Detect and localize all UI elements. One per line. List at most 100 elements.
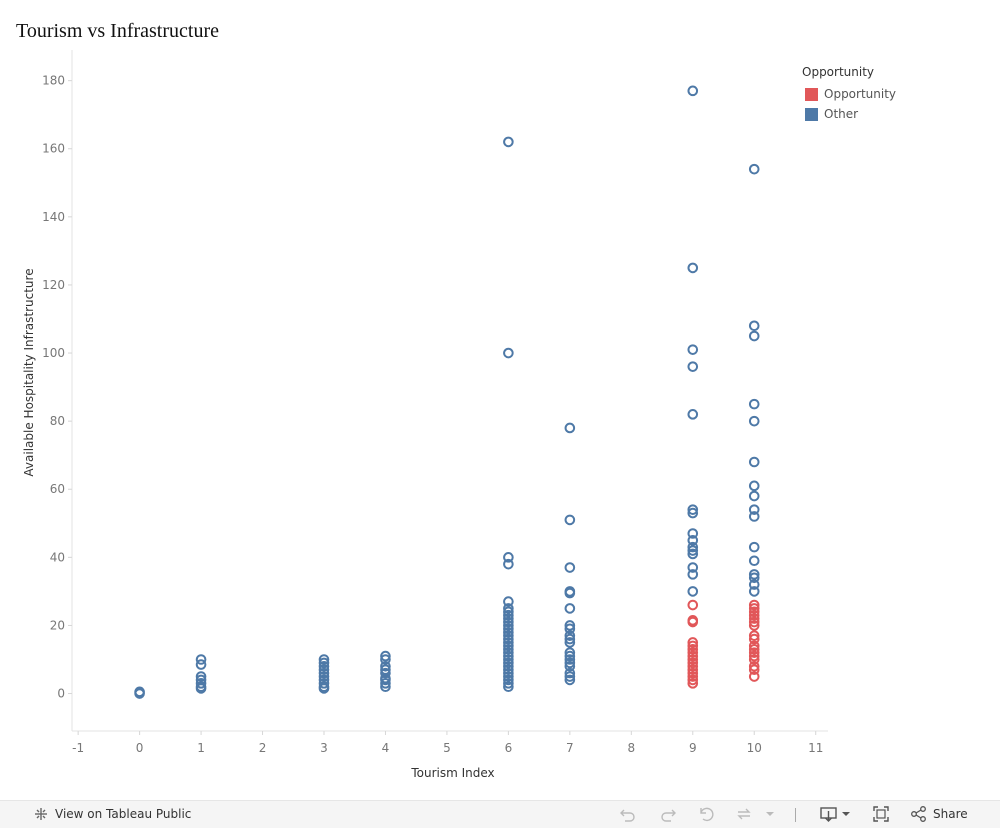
- point-other: [503, 606, 514, 618]
- point-opportunity: [687, 671, 699, 682]
- legend-swatch-opportunity: [805, 87, 818, 101]
- point-other: [564, 667, 576, 679]
- view-on-tableau-public-label: View on Tableau Public: [55, 807, 192, 821]
- point-other: [318, 664, 330, 676]
- x-tick-label: 3: [320, 741, 328, 755]
- toolbar-separator: [795, 808, 796, 822]
- point-other: [687, 344, 699, 355]
- point-other: [503, 667, 514, 679]
- point-opportunity: [687, 678, 699, 689]
- point-other: [195, 678, 207, 689]
- point-other: [503, 616, 514, 628]
- point-other: [503, 640, 514, 652]
- legend-item-other[interactable]: Other: [802, 104, 896, 124]
- legend-title: Opportunity: [802, 65, 875, 79]
- scatter-plot: 0 20 40 60 80 100 120 140 160 180 -1 0 1 2 3 4 5 6 7 8 9 10 11…: [22, 50, 828, 780]
- point-other: [503, 620, 514, 631]
- view-on-tableau-public-link[interactable]: View on Tableau Public: [33, 806, 191, 822]
- point-opportunity: [748, 630, 760, 641]
- point-other: [380, 661, 391, 672]
- point-other: [748, 330, 760, 342]
- point-other: [380, 678, 391, 689]
- y-tick-label: 120: [42, 278, 65, 292]
- point-other: [564, 650, 576, 662]
- point-other: [687, 528, 699, 539]
- point-other: [503, 647, 514, 658]
- point-other: [195, 671, 207, 682]
- point-other: [503, 609, 514, 621]
- y-tick-label: 40: [50, 550, 65, 564]
- y-tick-label: 160: [42, 142, 65, 156]
- point-other: [503, 633, 514, 645]
- point-other: [748, 586, 760, 597]
- point-opportunity: [687, 616, 699, 628]
- legend-item-opportunity[interactable]: Opportunity: [802, 84, 896, 104]
- point-opportunity: [748, 647, 760, 658]
- point-other: [503, 661, 514, 672]
- x-tick-label: -1: [72, 741, 84, 755]
- point-other: [318, 667, 330, 679]
- point-other: [687, 548, 699, 560]
- point-opportunity: [687, 674, 699, 686]
- point-other: [503, 623, 514, 635]
- point-other: [687, 586, 699, 597]
- point-other: [380, 667, 391, 679]
- point-other: [564, 647, 576, 658]
- undo-icon: [620, 809, 635, 822]
- point-opportunity: [687, 664, 699, 676]
- fullscreen-button[interactable]: [872, 806, 890, 822]
- share-label: Share: [933, 807, 968, 821]
- point-opportunity: [687, 637, 699, 648]
- download-button[interactable]: [820, 806, 852, 822]
- point-opportunity: [748, 650, 760, 662]
- revert-icon: [700, 807, 714, 822]
- undo-button[interactable]: [619, 806, 637, 822]
- point-other: [687, 535, 699, 546]
- download-icon: [820, 807, 850, 822]
- point-other: [503, 596, 514, 607]
- point-other: [503, 674, 514, 686]
- point-opportunity: [748, 661, 760, 672]
- point-opportunity: [748, 599, 760, 611]
- y-tick-label: 60: [50, 482, 65, 496]
- point-other: [748, 398, 760, 410]
- point-other: [503, 603, 514, 614]
- point-other: [564, 671, 576, 682]
- point-other: [503, 678, 514, 689]
- point-other: [687, 562, 699, 573]
- x-tick-label: 9: [689, 741, 697, 755]
- point-opportunity: [687, 640, 699, 652]
- point-other: [503, 650, 514, 662]
- point-other: [195, 683, 207, 694]
- revert-button[interactable]: [698, 806, 716, 822]
- point-other: [380, 650, 391, 662]
- point-other: [503, 347, 514, 359]
- y-tick-label: 80: [50, 414, 65, 428]
- x-tick-label: 7: [566, 741, 574, 755]
- point-other: [687, 85, 699, 97]
- point-opportunity: [748, 620, 760, 631]
- point-other: [318, 671, 330, 682]
- point-other: [687, 545, 699, 556]
- point-other: [503, 637, 514, 648]
- point-other: [748, 480, 760, 492]
- point-opportunity: [687, 599, 699, 611]
- x-tick-label: 11: [808, 741, 823, 755]
- point-opportunity: [748, 603, 760, 614]
- redo-button[interactable]: [659, 806, 677, 822]
- y-axis-title: Available Hospitality Infrastructure: [22, 268, 36, 476]
- legend-label-opportunity: Opportunity: [824, 87, 897, 101]
- point-other: [503, 552, 514, 563]
- point-other: [748, 579, 760, 590]
- point-other: [503, 613, 514, 624]
- point-other: [318, 657, 330, 669]
- legend-label-other: Other: [824, 107, 859, 121]
- point-other: [748, 541, 760, 553]
- point-other: [503, 643, 514, 655]
- point-other: [318, 661, 330, 672]
- point-opportunity: [687, 647, 699, 658]
- chart-title: Tourism vs Infrastructure: [16, 20, 219, 42]
- share-button[interactable]: Share: [910, 806, 968, 822]
- refresh-button[interactable]: [735, 806, 775, 822]
- fullscreen-icon: [873, 806, 889, 822]
